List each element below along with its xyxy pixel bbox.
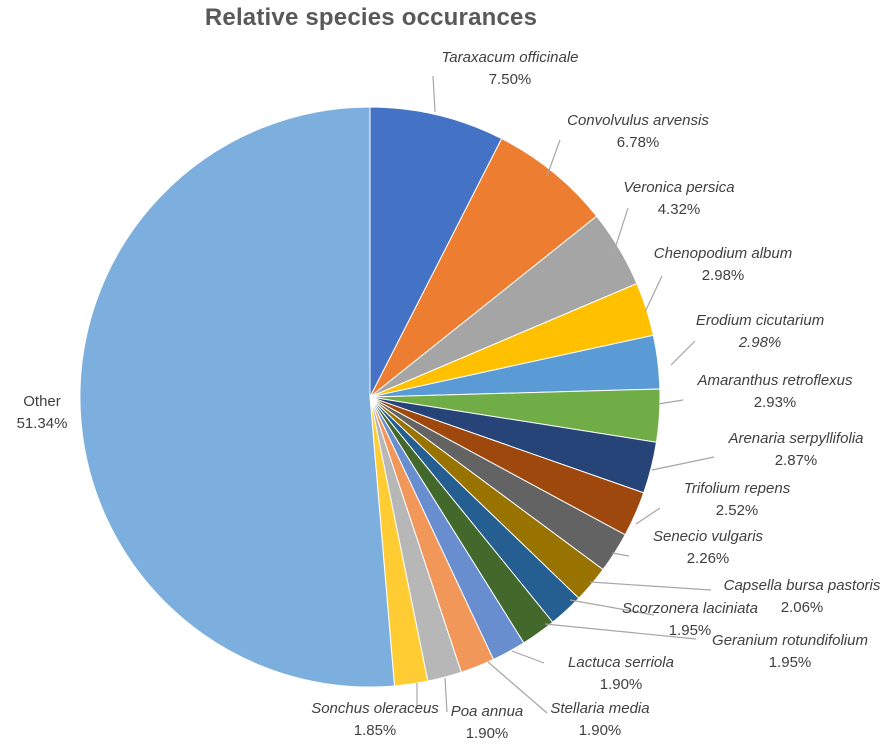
slice-label-capsella-bursa-pastoris: Capsella bursa pastoris: [724, 577, 881, 594]
leader-line-convolvulus-arvensis: [546, 139, 561, 177]
slice-value-taraxacum-officinale: 7.50%: [489, 71, 532, 88]
leader-line-lactuca-serriola: [511, 650, 545, 664]
chart-title: Relative species occurances: [204, 4, 538, 31]
pie-slice-convolvulus-arvensis: [369, 137, 598, 398]
leader-line-geranium-rotundifolium: [544, 623, 697, 640]
slice-value-amaranthus-retroflexus: 2.93%: [754, 394, 797, 411]
slice-value-lactuca-serriola: 1.90%: [600, 676, 643, 693]
slice-value-chenopodium-album: 2.98%: [702, 267, 745, 284]
slice-label-other: Other: [23, 393, 61, 410]
leader-lines: [416, 75, 715, 714]
slice-value-erodium-cicutarium: 2.98%: [738, 334, 782, 351]
slice-label-poa-annua: Poa annua: [451, 703, 524, 720]
leader-line-senecio-vulgaris: [611, 552, 630, 557]
slice-value-sonchus-oleraceus: 1.85%: [354, 722, 397, 739]
slice-label-convolvulus-arvensis: Convolvulus arvensis: [567, 112, 709, 129]
slice-label-arenaria-serpyllifolia: Arenaria serpyllifolia: [727, 430, 863, 447]
leader-line-amaranthus-retroflexus: [657, 399, 684, 405]
slice-label-scorzonera-laciniata: Scorzonera laciniata: [622, 600, 758, 617]
slice-label-trifolium-repens: Trifolium repens: [684, 480, 791, 497]
leader-line-veronica-persica: [611, 207, 629, 259]
slice-label-taraxacum-officinale: Taraxacum officinale: [441, 49, 578, 66]
pie-slice-other: [79, 106, 396, 688]
slice-label-amaranthus-retroflexus: Amaranthus retroflexus: [696, 372, 853, 389]
slice-value-veronica-persica: 4.32%: [658, 201, 701, 218]
data-labels: Taraxacum officinale 7.50% Convolvulus arv…: [17, 49, 881, 742]
slice-label-chenopodium-album: Chenopodium album: [654, 245, 792, 262]
leader-line-stellaria-media: [487, 661, 548, 714]
slice-label-veronica-persica: Veronica persica: [623, 179, 734, 196]
leader-line-capsella-bursa-pastoris: [589, 581, 712, 591]
leader-line-erodium-cicutarium: [670, 340, 696, 366]
slice-value-stellaria-media: 1.90%: [579, 722, 622, 739]
pie-slice-taraxacum-officinale: [369, 106, 503, 398]
slice-label-geranium-rotundifolium: Geranium rotundifolium: [712, 632, 868, 649]
slice-value-capsella-bursa-pastoris: 2.06%: [781, 599, 824, 616]
slice-label-senecio-vulgaris: Senecio vulgaris: [653, 528, 764, 545]
slice-value-convolvulus-arvensis: 6.78%: [617, 134, 660, 151]
leader-line-scorzonera-laciniata: [569, 599, 655, 616]
slice-value-arenaria-serpyllifolia: 2.87%: [775, 452, 818, 469]
slice-label-sonchus-oleraceus: Sonchus oleraceus: [311, 700, 439, 717]
slice-label-lactuca-serriola: Lactuca serriola: [568, 654, 674, 671]
slice-value-senecio-vulgaris: 2.26%: [687, 550, 730, 567]
leader-line-trifolium-repens: [635, 507, 661, 525]
slice-value-scorzonera-laciniata: 1.95%: [669, 622, 712, 639]
slice-value-trifolium-repens: 2.52%: [716, 502, 759, 519]
leader-line-arenaria-serpyllifolia: [651, 456, 715, 471]
leader-line-chenopodium-album: [644, 275, 663, 313]
slice-value-other: 51.34%: [17, 415, 68, 432]
slice-label-erodium-cicutarium: Erodium cicutarium: [696, 312, 824, 329]
leader-line-poa-annua: [444, 677, 448, 713]
pie-slices: [79, 106, 661, 688]
slice-value-poa-annua: 1.90%: [466, 725, 509, 742]
slice-label-stellaria-media: Stellaria media: [550, 700, 649, 717]
leader-line-taraxacum-officinale: [432, 75, 436, 113]
slice-value-geranium-rotundifolium: 1.95%: [769, 654, 812, 671]
